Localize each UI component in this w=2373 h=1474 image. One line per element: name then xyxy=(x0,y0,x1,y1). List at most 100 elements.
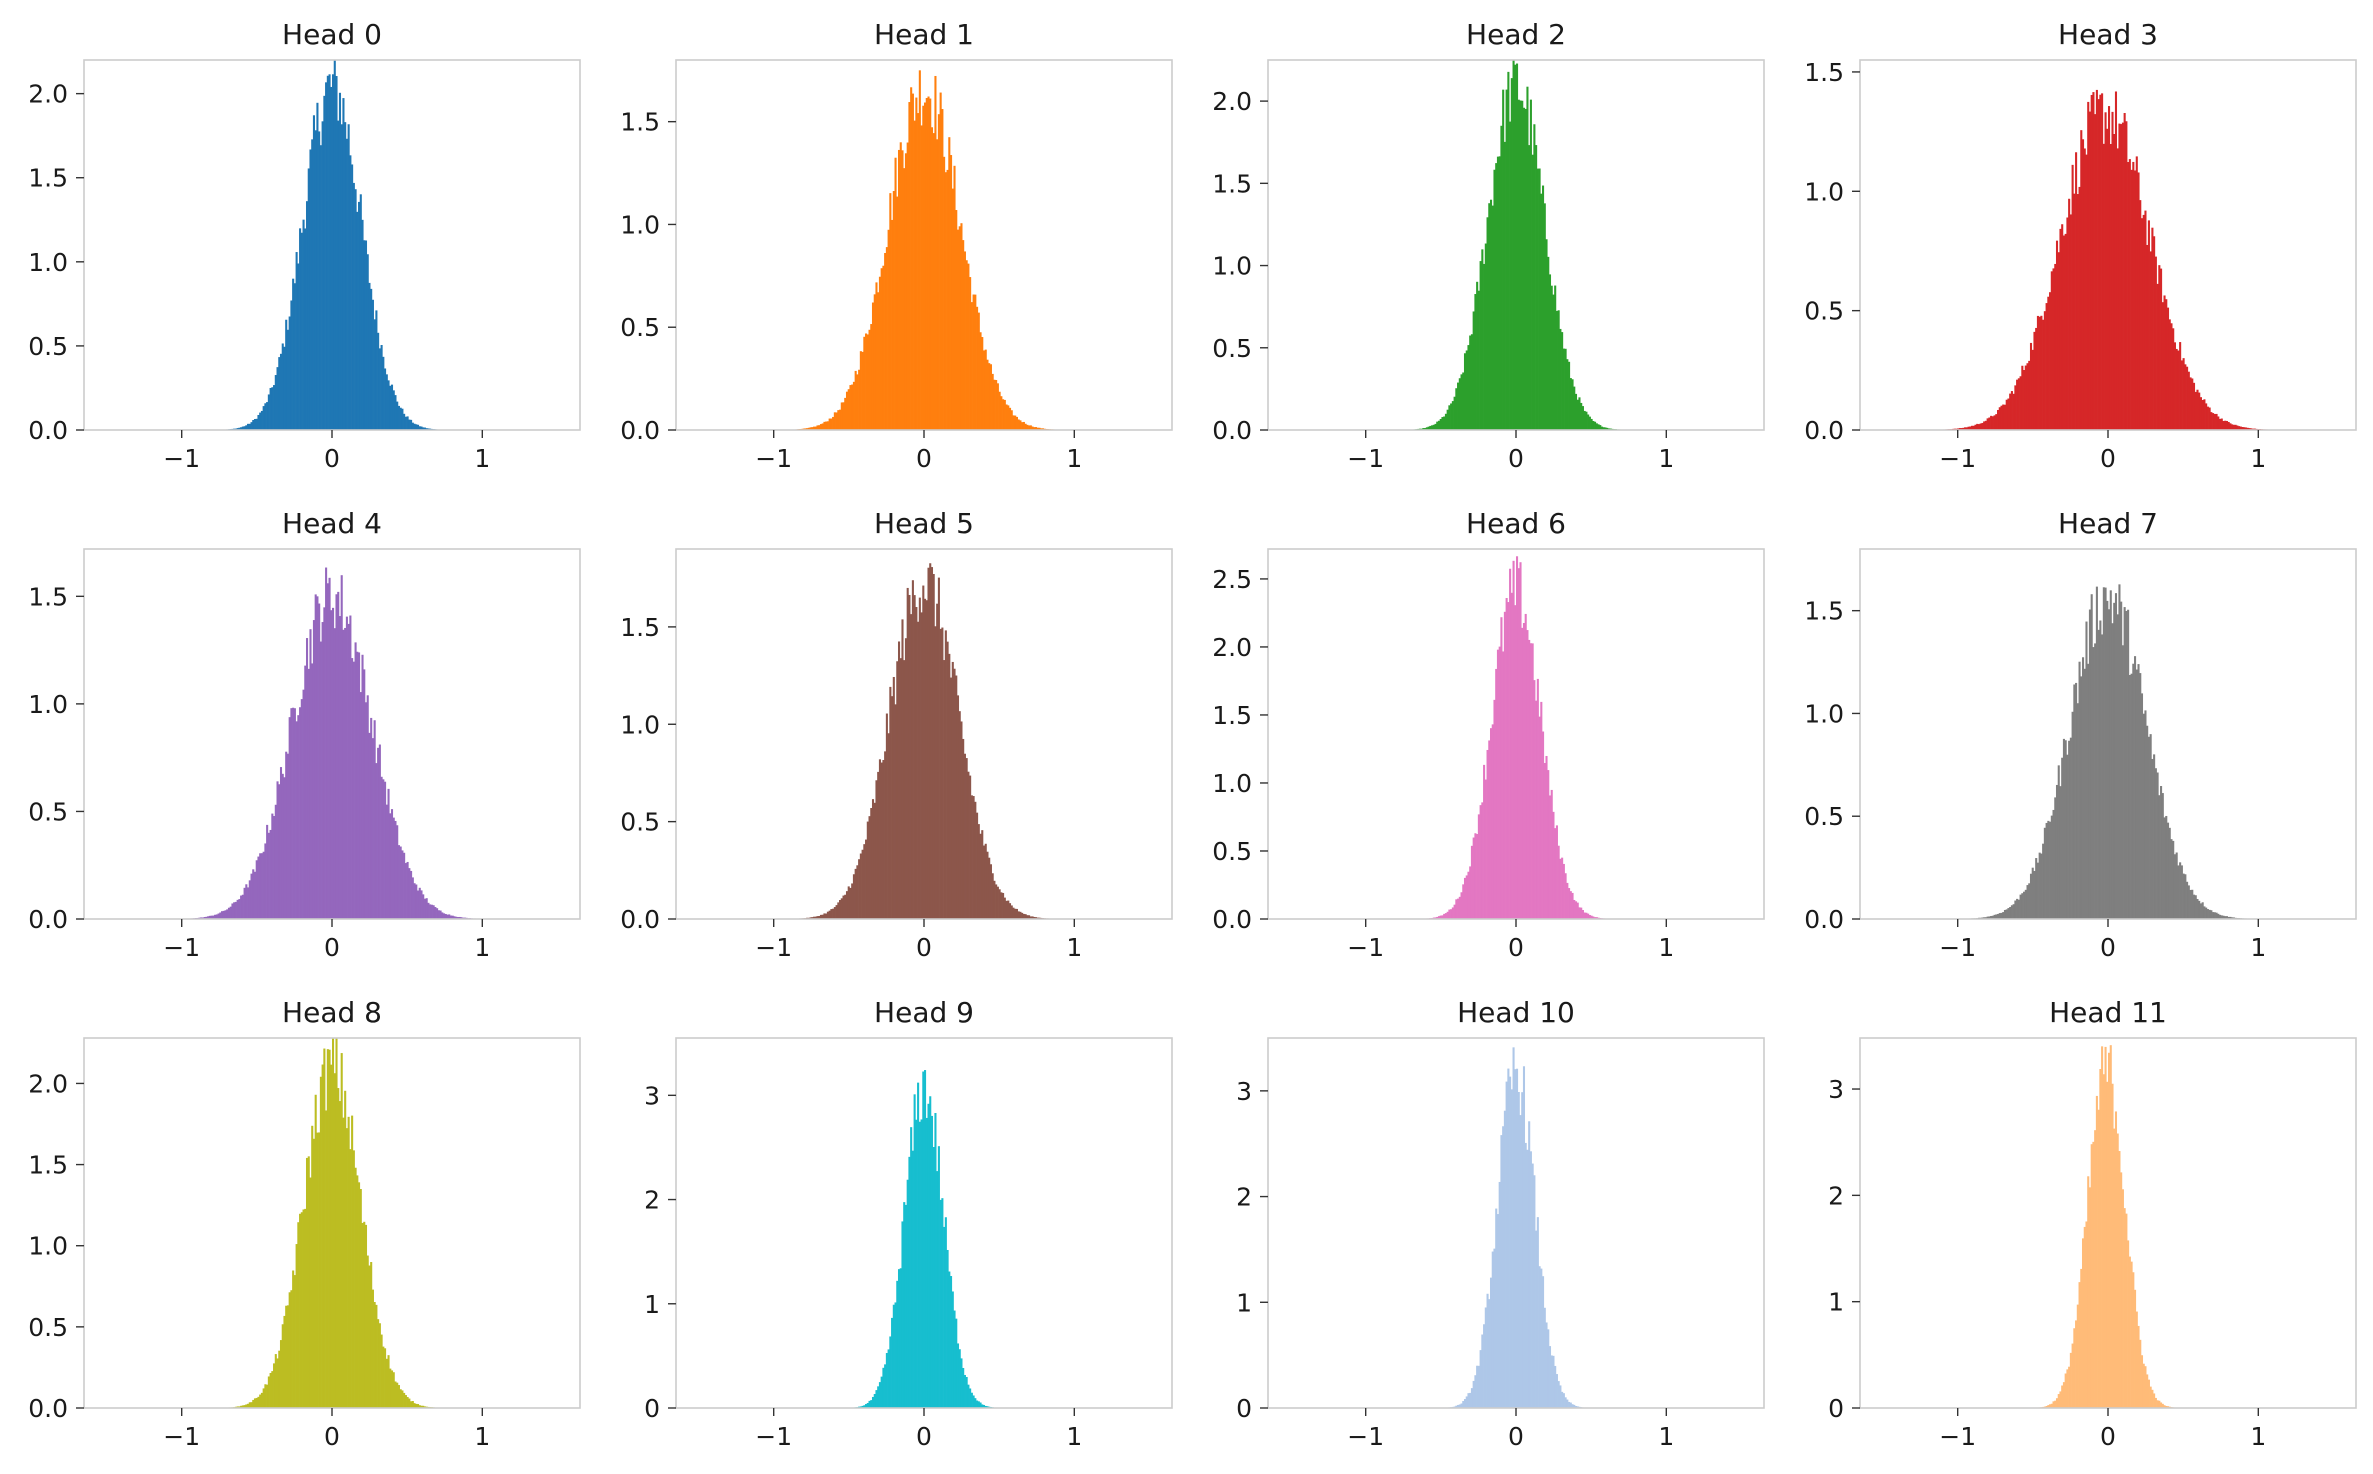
histogram-bar xyxy=(1488,1299,1491,1408)
y-tick-label: 1.0 xyxy=(1212,252,1252,281)
histogram-bar xyxy=(1531,643,1534,919)
histogram-bar xyxy=(1007,900,1010,919)
histogram-bar xyxy=(851,883,854,919)
histogram-bar xyxy=(2137,664,2140,919)
histogram-bar xyxy=(889,686,892,919)
histogram-bar xyxy=(214,914,217,919)
histogram-bar xyxy=(2059,228,2062,430)
histogram-bar xyxy=(920,612,923,919)
subplot-title: Head 5 xyxy=(874,507,974,540)
histogram-bar xyxy=(960,721,963,919)
histogram-bar xyxy=(939,1199,942,1408)
histogram-bar xyxy=(1519,562,1522,919)
histogram-bar xyxy=(321,1064,324,1408)
histogram-bar xyxy=(974,1398,977,1408)
histogram-bar xyxy=(250,1402,253,1408)
histogram-bar xyxy=(390,1370,394,1408)
histogram-bar xyxy=(1595,917,1598,919)
y-tick-label: 3 xyxy=(1828,1075,1844,1104)
histogram-bar xyxy=(2026,363,2029,430)
histogram-bar xyxy=(861,351,864,430)
histogram-bar xyxy=(894,1302,897,1408)
histogram-bar xyxy=(2109,1045,2112,1408)
y-tick-label: 0.0 xyxy=(1212,416,1252,445)
histogram-bar xyxy=(1500,617,1503,919)
histogram-bar xyxy=(266,1384,269,1408)
histogram-bar xyxy=(842,402,845,430)
histogram-bar xyxy=(262,851,265,919)
histogram-bar xyxy=(969,1388,972,1408)
histogram-bar xyxy=(2075,152,2078,430)
histogram-bar xyxy=(286,753,289,919)
y-tick-label: 0.5 xyxy=(1212,837,1252,866)
histogram-bar xyxy=(1568,361,1571,430)
histogram-bar xyxy=(2222,420,2225,430)
histogram-bar xyxy=(1533,680,1536,919)
histogram-bar xyxy=(913,120,916,431)
histogram-bar xyxy=(2073,193,2076,430)
histogram-bar xyxy=(1548,1346,1552,1408)
histogram-bar xyxy=(2127,609,2130,919)
histogram-bar xyxy=(924,102,927,430)
histogram-bar xyxy=(851,384,854,430)
histogram-bar xyxy=(2052,809,2055,919)
histogram-bar xyxy=(1512,560,1515,919)
histogram-bar xyxy=(1493,699,1496,919)
histogram-bar xyxy=(2099,1069,2102,1408)
histogram-bar xyxy=(356,651,359,919)
histogram-bar xyxy=(1564,1397,1567,1408)
histogram-bar xyxy=(1509,121,1512,430)
histogram-bar xyxy=(304,1208,307,1408)
histogram-bar xyxy=(845,391,849,430)
histogram-bar xyxy=(2151,1389,2154,1408)
histogram-bar xyxy=(255,860,258,919)
histogram-bar xyxy=(2149,734,2152,919)
histogram-bar xyxy=(1562,1393,1565,1408)
histogram-bar xyxy=(1580,907,1583,919)
histogram-bar xyxy=(248,423,251,430)
histogram-bar xyxy=(378,744,381,919)
x-tick-label: −1 xyxy=(755,1422,792,1451)
y-tick-label: 0 xyxy=(644,1394,660,1423)
histogram-bar xyxy=(262,1388,265,1408)
histogram-bar xyxy=(2224,916,2227,919)
histogram-bar xyxy=(2080,1268,2083,1408)
histogram-bar xyxy=(840,402,843,430)
histogram-bar xyxy=(1437,420,1441,430)
histogram-bar xyxy=(335,1038,338,1408)
histogram-bar xyxy=(385,804,388,919)
histogram-bar xyxy=(2132,161,2135,430)
histogram-bar xyxy=(809,917,812,919)
histogram-bar xyxy=(2135,1311,2138,1408)
histogram-bar xyxy=(1455,899,1458,919)
histogram-bar xyxy=(972,1395,975,1408)
histogram-bar xyxy=(2109,143,2112,431)
histogram-bar xyxy=(960,223,963,430)
histogram-bar xyxy=(1555,1374,1558,1408)
histogram-bar xyxy=(337,120,340,431)
histogram-bar xyxy=(2175,852,2178,919)
histogram-bar xyxy=(861,849,864,919)
histogram-bar xyxy=(989,364,992,430)
histogram-bar xyxy=(300,699,303,919)
histogram-bar xyxy=(2061,757,2064,919)
histogram-bar xyxy=(411,877,414,919)
y-tick-label: 2.0 xyxy=(28,80,68,109)
x-tick-label: 0 xyxy=(2100,1422,2116,1451)
histogram-bar xyxy=(2147,736,2150,919)
histogram-bar xyxy=(1581,910,1584,919)
histogram-bar xyxy=(276,1358,279,1408)
histogram-bar xyxy=(318,603,321,919)
histogram-bar xyxy=(2076,1304,2079,1408)
histogram-bar xyxy=(1002,399,1005,430)
histogram-bar xyxy=(325,82,328,430)
histogram-bar xyxy=(259,412,262,430)
histogram-bar xyxy=(982,845,986,919)
histogram-bar xyxy=(292,707,295,919)
histogram-bar xyxy=(1542,185,1545,430)
x-tick-label: 0 xyxy=(324,933,340,962)
histogram-bar xyxy=(1033,916,1036,919)
histogram-bar xyxy=(2165,299,2168,430)
histogram-bar xyxy=(2236,425,2239,430)
histogram-bar xyxy=(293,1275,296,1408)
